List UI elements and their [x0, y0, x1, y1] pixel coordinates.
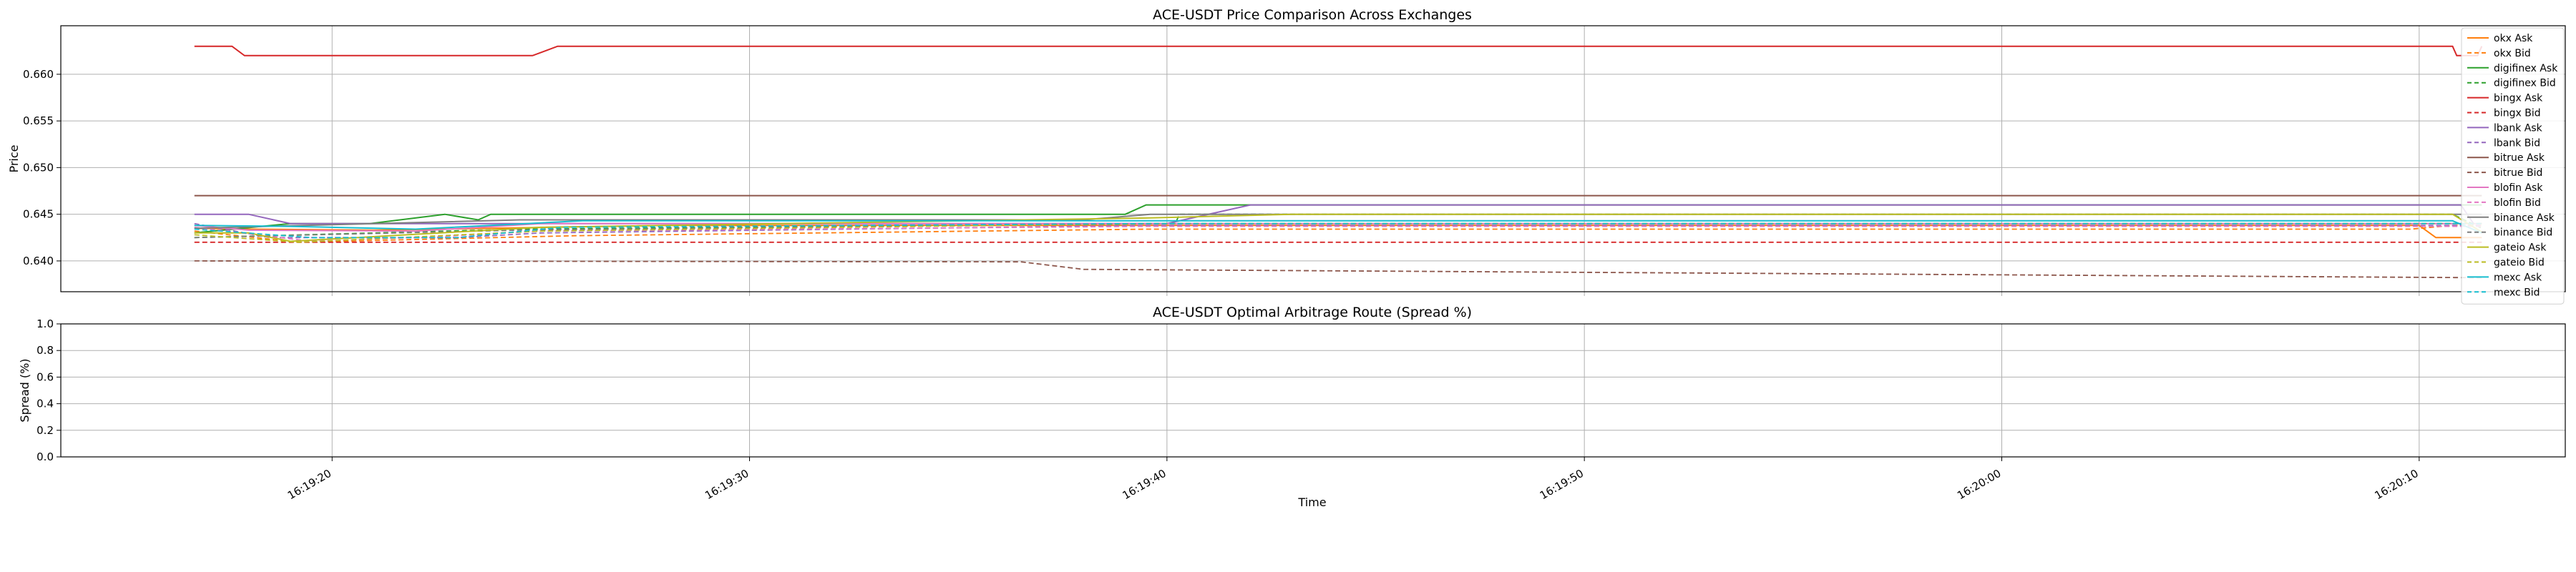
price-chart-grid [61, 26, 2565, 296]
legend-label-binance-bid: binance Bid [2494, 227, 2552, 239]
price-chart: ACE-USDT Price Comparison Across Exchang… [7, 7, 2566, 305]
spread-chart-frame [60, 323, 2566, 458]
spread-chart-x-tick-label: 16:19:20 [286, 467, 333, 502]
spread-chart-y-tick-label: 1.0 [36, 317, 54, 330]
series-line-bitrue-bid [194, 260, 2482, 279]
price-chart-frame [60, 25, 2566, 292]
price-chart-y-tick-label: 0.645 [23, 208, 54, 221]
legend-box [2461, 27, 2565, 305]
legend-label-digifinex-bid: digifinex Bid [2494, 78, 2556, 89]
price-chart-y-tick-label: 0.640 [23, 255, 54, 267]
spread-chart-grid [61, 323, 2565, 458]
legend-label-blofin-bid: blofin Bid [2494, 197, 2541, 209]
price-chart-y-ticks: 0.640 0.645 0.650 0.655 0.660 [23, 68, 61, 267]
spread-chart-title: ACE-USDT Optimal Arbitrage Route (Spread… [1153, 305, 1472, 320]
spread-chart-y-tick-label: 0.2 [36, 424, 54, 437]
spread-chart-x-tick-label: 16:20:00 [1955, 467, 2003, 502]
legend-label-lbank-ask: lbank Ask [2494, 122, 2543, 134]
legend-label-okx-bid: okx Bid [2494, 48, 2531, 59]
series-line-bingx-ask [194, 45, 2483, 56]
price-chart-series [194, 45, 2483, 279]
spread-chart-y-tick-label: 0.6 [36, 370, 54, 383]
legend-label-gateio-ask: gateio Ask [2494, 242, 2547, 254]
spread-chart-x-tick-label: 16:19:40 [1120, 467, 1168, 502]
price-chart-y-tick-label: 0.650 [23, 161, 54, 174]
legend-label-gateio-bid: gateio Bid [2494, 257, 2545, 269]
price-chart-y-tick-label: 0.655 [23, 114, 54, 127]
legend-label-mexc-bid: mexc Bid [2494, 287, 2540, 298]
legend-label-binance-ask: binance Ask [2494, 212, 2555, 224]
legend-label-mexc-ask: mexc Ask [2494, 272, 2542, 283]
series-line-mexc-ask [194, 220, 2482, 234]
legend-label-lbank-bid: lbank Bid [2494, 137, 2540, 149]
legend-label-bingx-ask: bingx Ask [2494, 93, 2543, 104]
legend-label-bingx-bid: bingx Bid [2494, 108, 2541, 119]
series-line-gateio-ask [194, 213, 2482, 242]
price-chart-y-label: Price [7, 144, 21, 172]
price-chart-title: ACE-USDT Price Comparison Across Exchang… [1153, 7, 1472, 23]
spread-chart-x-tick-label: 16:19:30 [703, 467, 751, 502]
spread-chart-y-tick-label: 0.8 [36, 344, 54, 357]
spread-chart-x-label: Time [1297, 495, 1326, 509]
legend: okx Ask okx Bid digifinex Ask digifinex Bid… [2461, 27, 2565, 305]
legend-label-bitrue-ask: bitrue Ask [2494, 152, 2545, 164]
spread-chart: ACE-USDT Optimal Arbitrage Route (Spread… [18, 305, 2566, 509]
legend-label-okx-ask: okx Ask [2494, 33, 2533, 44]
price-chart-y-tick-label: 0.660 [23, 68, 54, 81]
spread-chart-y-tick-label: 0.0 [36, 450, 54, 463]
spread-chart-y-tick-label: 0.4 [36, 398, 54, 410]
series-line-mexc-bid [194, 222, 2482, 239]
legend-label-digifinex-ask: digifinex Ask [2494, 63, 2558, 74]
spread-chart-x-ticks: 16:19:20 16:19:30 16:19:40 16:19:50 16:20:00… [286, 457, 2421, 502]
spread-chart-x-tick-label: 16:20:10 [2372, 467, 2420, 502]
spread-chart-y-label: Spread (%) [18, 358, 31, 422]
legend-label-blofin-ask: blofin Ask [2494, 182, 2543, 194]
spread-chart-y-ticks: 0.0 0.2 0.4 0.6 0.8 1.0 [36, 317, 61, 463]
legend-label-bitrue-bid: bitrue Bid [2494, 167, 2542, 179]
spread-chart-x-tick-label: 16:19:50 [1538, 467, 1586, 502]
